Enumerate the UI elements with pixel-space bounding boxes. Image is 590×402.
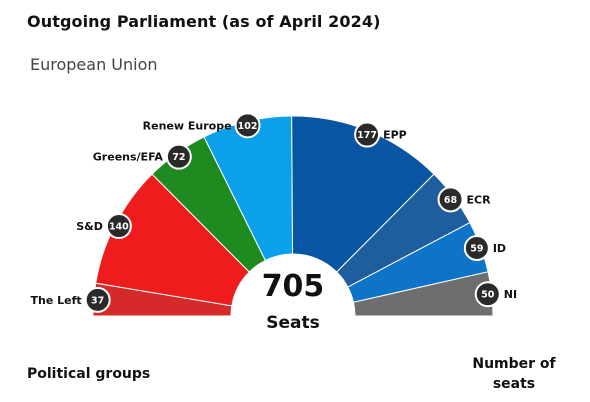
label-id: ID bbox=[493, 242, 506, 255]
seat-value-epp: 177 bbox=[357, 130, 377, 141]
seat-value-the-left: 37 bbox=[91, 295, 104, 306]
seat-badges: 37 140 72 102 177 68 59 50 bbox=[84, 112, 501, 313]
seat-value-id: 59 bbox=[470, 244, 483, 255]
group-labels: The Left S&D Greens/EFA Renew Europe EPP ECR I… bbox=[31, 119, 518, 307]
chart-subtitle: European Union bbox=[30, 55, 158, 74]
badge-sandd bbox=[105, 213, 132, 240]
badge-epp bbox=[354, 121, 381, 148]
chart-title: Outgoing Parliament (as of April 2024) bbox=[27, 12, 381, 31]
segment-epp bbox=[291, 115, 435, 273]
number-of-seats-caption: Number of seats bbox=[472, 356, 556, 392]
badge-renew-europe bbox=[234, 112, 261, 139]
seat-value-ni: 50 bbox=[481, 290, 495, 301]
total-seats-value: 705 bbox=[262, 269, 325, 304]
seat-value-renew-europe: 102 bbox=[238, 121, 258, 132]
badge-greens-efa bbox=[165, 143, 192, 170]
badge-the-left bbox=[84, 286, 111, 313]
segment-sandd bbox=[95, 173, 251, 307]
total-seats-label: Seats bbox=[266, 313, 320, 333]
label-sandd: S&D bbox=[76, 220, 103, 233]
badge-ni bbox=[474, 281, 501, 308]
seat-value-sandd: 140 bbox=[109, 222, 129, 233]
seat-value-greens-efa: 72 bbox=[172, 152, 185, 163]
label-greens-efa: Greens/EFA bbox=[93, 151, 164, 164]
badge-ecr bbox=[437, 186, 464, 213]
seat-value-ecr: 68 bbox=[444, 195, 458, 206]
political-groups-caption: Political groups bbox=[27, 366, 151, 382]
label-ecr: ECR bbox=[467, 193, 492, 206]
label-renew-europe: Renew Europe bbox=[143, 119, 232, 132]
label-ni: NI bbox=[504, 288, 517, 301]
label-the-left: The Left bbox=[31, 294, 82, 307]
label-epp: EPP bbox=[383, 129, 407, 142]
seat-segments bbox=[92, 115, 494, 317]
badge-id bbox=[463, 235, 490, 262]
